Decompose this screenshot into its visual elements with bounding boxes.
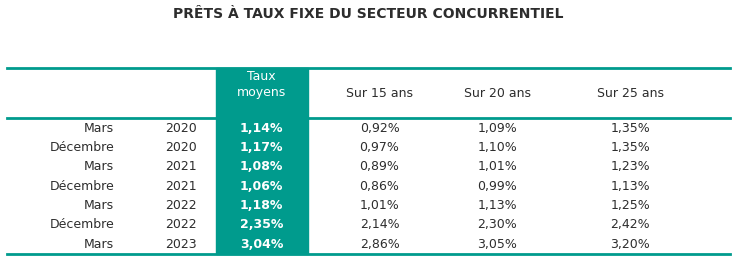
Text: Sur 15 ans: Sur 15 ans xyxy=(346,87,413,99)
Text: 1,18%: 1,18% xyxy=(240,199,283,212)
Text: 2,30%: 2,30% xyxy=(478,218,517,231)
Text: Décembre: Décembre xyxy=(49,218,114,231)
Text: 1,14%: 1,14% xyxy=(240,122,284,135)
Text: 1,25%: 1,25% xyxy=(610,199,650,212)
Text: 0,86%: 0,86% xyxy=(360,180,399,193)
Text: 2,86%: 2,86% xyxy=(360,238,399,251)
Text: Mars: Mars xyxy=(84,122,114,135)
Text: 2021: 2021 xyxy=(165,180,196,193)
Text: 1,01%: 1,01% xyxy=(360,199,399,212)
Text: 0,99%: 0,99% xyxy=(478,180,517,193)
Text: 1,35%: 1,35% xyxy=(610,122,650,135)
Text: Taux
moyens: Taux moyens xyxy=(237,70,286,99)
Text: 2,42%: 2,42% xyxy=(610,218,650,231)
Text: 2023: 2023 xyxy=(165,238,196,251)
Text: Sur 25 ans: Sur 25 ans xyxy=(597,87,663,99)
Bar xyxy=(216,68,308,254)
Text: 1,17%: 1,17% xyxy=(240,141,284,154)
Text: 0,92%: 0,92% xyxy=(360,122,399,135)
Text: 1,23%: 1,23% xyxy=(610,160,650,173)
Text: 2,14%: 2,14% xyxy=(360,218,399,231)
Text: 1,10%: 1,10% xyxy=(478,141,517,154)
Text: 1,08%: 1,08% xyxy=(240,160,283,173)
Text: Mars: Mars xyxy=(84,199,114,212)
Text: 0,89%: 0,89% xyxy=(360,160,399,173)
Text: 2020: 2020 xyxy=(164,141,197,154)
Text: 2020: 2020 xyxy=(164,122,197,135)
Text: 1,09%: 1,09% xyxy=(478,122,517,135)
Text: 1,06%: 1,06% xyxy=(240,180,283,193)
Text: 3,05%: 3,05% xyxy=(478,238,517,251)
Text: 2,35%: 2,35% xyxy=(240,218,283,231)
Text: 3,20%: 3,20% xyxy=(610,238,650,251)
Text: 0,97%: 0,97% xyxy=(360,141,399,154)
Text: 1,01%: 1,01% xyxy=(478,160,517,173)
Text: 1,13%: 1,13% xyxy=(610,180,650,193)
Text: Mars: Mars xyxy=(84,238,114,251)
Text: 1,35%: 1,35% xyxy=(610,141,650,154)
Text: 2021: 2021 xyxy=(165,160,196,173)
Text: Mars: Mars xyxy=(84,160,114,173)
Text: Décembre: Décembre xyxy=(49,141,114,154)
Text: Sur 20 ans: Sur 20 ans xyxy=(464,87,531,99)
Text: PRÊTS À TAUX FIXE DU SECTEUR CONCURRENTIEL: PRÊTS À TAUX FIXE DU SECTEUR CONCURRENTI… xyxy=(173,7,564,21)
Text: 2022: 2022 xyxy=(165,218,196,231)
Text: Décembre: Décembre xyxy=(49,180,114,193)
Text: 2022: 2022 xyxy=(165,199,196,212)
Text: 1,13%: 1,13% xyxy=(478,199,517,212)
Text: 3,04%: 3,04% xyxy=(240,238,283,251)
